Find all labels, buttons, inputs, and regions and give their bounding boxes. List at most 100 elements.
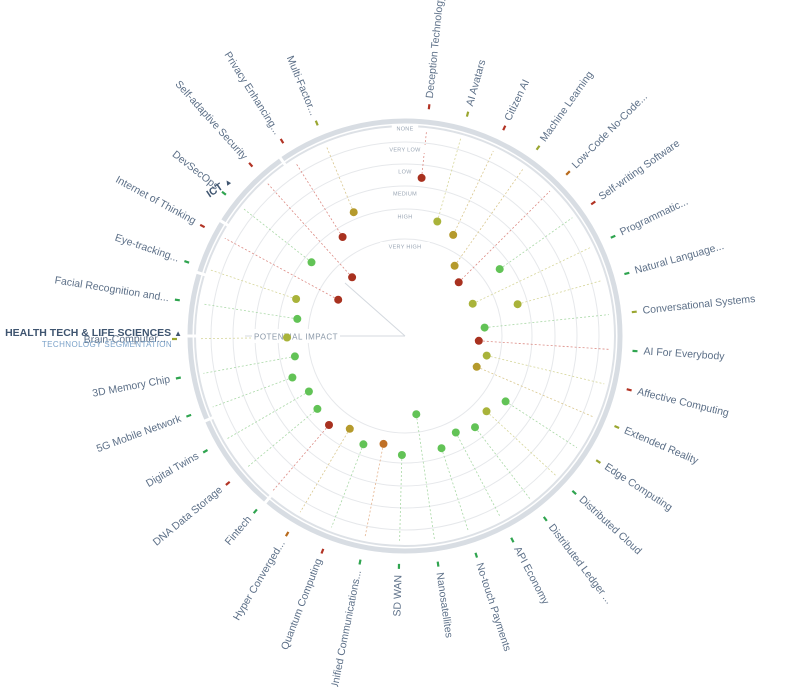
label-edge-computing[interactable]: Edge Computing <box>602 461 674 514</box>
dot-fintech[interactable] <box>325 421 333 429</box>
label-internet-of-thinking[interactable]: Internet of Thinking <box>113 174 198 227</box>
dot-distributed-cloud[interactable] <box>482 407 491 416</box>
spoke-citizen-ai <box>452 150 494 236</box>
label-conversational-systems[interactable]: Conversational Systems <box>642 293 756 317</box>
dot-brain-computer[interactable] <box>283 333 291 342</box>
label-natural-language[interactable]: Natural Language... <box>633 240 725 277</box>
label-5g-mobile-network[interactable]: 5G Mobile Network <box>95 413 184 455</box>
dot-hyper-converged[interactable] <box>345 424 354 433</box>
dot-distributed-ledger[interactable] <box>471 423 479 432</box>
label-machine-learning[interactable]: Machine Learning <box>538 69 596 144</box>
label-3d-memory-chip[interactable]: 3D Memory Chip <box>91 373 171 399</box>
dot-self-adaptive-security[interactable] <box>348 273 357 282</box>
label-programmatic[interactable]: Programmatic... <box>618 196 690 239</box>
label-affective-computing[interactable]: Affective Computing <box>636 386 730 420</box>
dot-internet-of-thinking[interactable] <box>334 295 343 304</box>
dot-no-touch-payments[interactable] <box>437 444 446 453</box>
dot-multi-factor[interactable] <box>349 208 358 217</box>
tick-5g-mobile-network <box>186 413 192 418</box>
label-ai-avatars[interactable]: AI Avatars <box>464 58 488 107</box>
label-sd-wan[interactable]: SD WAN <box>391 575 404 617</box>
dot-5g-mobile-network[interactable] <box>288 373 297 382</box>
segment-health-tech-title[interactable]: HEALTH TECH & LIFE SCIENCES ▲ <box>5 327 182 339</box>
tick-nanosatellites <box>436 561 440 567</box>
tick-affective-computing <box>626 388 632 392</box>
label-distributed-ledger[interactable]: Distributed Ledger ... <box>546 522 615 607</box>
label-hyper-converged[interactable]: Hyper Converged... <box>231 538 288 622</box>
spoke-conversational-systems <box>484 314 609 328</box>
spoke-eye-tracking <box>210 269 297 300</box>
label-distributed-cloud[interactable]: Distributed Cloud <box>577 494 644 558</box>
label-eye-tracking[interactable]: Eye-tracking... <box>113 232 180 265</box>
dot-facial-recognition-and[interactable] <box>293 314 302 323</box>
label-facial-recognition-and[interactable]: Facial Recognition and... <box>54 274 170 304</box>
dot-quantum-computing[interactable] <box>359 440 368 449</box>
segment-gap <box>202 415 216 423</box>
potential-impact-pointer: POTENTIAL IMPACT <box>245 282 406 343</box>
segment-subtitle: TECHNOLOGY SEGMENTATION <box>42 340 172 349</box>
label-citizen-ai[interactable]: Citizen AI <box>502 78 532 123</box>
label-extended-reality[interactable]: Extended Reality <box>622 425 700 468</box>
dot-programmatic[interactable] <box>468 299 477 308</box>
dot-privacy-enhancing[interactable] <box>338 233 347 241</box>
spoke-facial-recognition-and <box>202 303 298 320</box>
dot-nanosatellites[interactable] <box>412 410 421 419</box>
dot-natural-language[interactable] <box>513 300 522 309</box>
dot-ai-avatars[interactable] <box>433 217 442 226</box>
tick-no-touch-payments <box>474 552 479 558</box>
dot-eye-tracking[interactable] <box>292 295 301 303</box>
label-ai-for-everybody[interactable]: AI For Everybody <box>643 345 725 362</box>
dot-affective-computing[interactable] <box>482 351 491 360</box>
label-deception-technology[interactable]: Deception Technology <box>424 0 447 99</box>
segment-health-tech[interactable]: HEALTH TECH & LIFE SCIENCES ▲ TECHNOLOGY… <box>5 327 182 349</box>
impact-ring-labels: NONE VERY LOW LOW MEDIUM HIGH VERY HIGH <box>380 124 430 251</box>
dot-sd-wan[interactable] <box>397 451 406 459</box>
label-no-touch-payments[interactable]: No-touch Payments <box>473 561 513 652</box>
impact-ring-very-low <box>210 141 600 531</box>
label-digital-twins[interactable]: Digital Twins <box>144 450 201 490</box>
dot-citizen-ai[interactable] <box>449 230 458 239</box>
dot-self-writing-software[interactable] <box>495 265 504 274</box>
dot-dna-data-storage[interactable] <box>313 404 322 413</box>
spoke-fintech <box>271 424 330 493</box>
tick-low-code-no-code <box>565 170 571 176</box>
label-api-economy[interactable]: API Economy <box>511 545 552 608</box>
ring-label-high: HIGH <box>398 215 413 221</box>
tick-deception-technology <box>427 104 431 110</box>
spoke-hyper-converged <box>299 428 351 513</box>
label-quantum-computing[interactable]: Quantum Computing <box>279 557 325 652</box>
technology-dots <box>283 173 522 459</box>
technology-spokes <box>199 132 610 541</box>
ring-label-very-high: VERY HIGH <box>389 245 422 251</box>
dot-deception-technology[interactable] <box>417 173 426 182</box>
dot-edge-computing[interactable] <box>501 397 510 406</box>
dot-api-economy[interactable] <box>451 428 460 437</box>
dot-ai-for-everybody[interactable] <box>474 336 483 345</box>
label-self-writing-software[interactable]: Self-writing Software <box>597 137 683 202</box>
spoke-ai-avatars <box>436 138 461 222</box>
dot-digital-twins[interactable] <box>304 387 313 396</box>
dot-3d-memory-chip[interactable] <box>290 352 299 361</box>
dot-unified-communications[interactable] <box>379 439 388 448</box>
tick-distributed-ledger <box>542 516 548 522</box>
label-multi-factor[interactable]: Multi-Factor... <box>284 54 319 117</box>
label-brain-computer[interactable]: Brain-Computer... <box>84 333 166 346</box>
label-unified-communications[interactable]: Unified Communications... <box>328 569 364 687</box>
dot-extended-reality[interactable] <box>472 362 481 371</box>
label-dna-data-storage[interactable]: DNA Data Storage <box>151 484 225 549</box>
tick-extended-reality <box>614 424 620 430</box>
label-fintech[interactable]: Fintech <box>223 514 255 548</box>
tick-quantum-computing <box>320 548 325 554</box>
ring-label-very-low: VERY LOW <box>389 148 421 154</box>
spoke-internet-of-thinking <box>224 237 339 301</box>
label-self-adaptive-security[interactable]: Self-adaptive Security <box>172 78 250 162</box>
dot-machine-learning[interactable] <box>450 261 459 270</box>
dot-devsecops[interactable] <box>307 258 316 267</box>
dot-conversational-systems[interactable] <box>480 323 489 332</box>
spoke-3d-memory-chip <box>203 356 295 374</box>
label-privacy-enhancing[interactable]: Privacy Enhancing... <box>222 50 283 137</box>
tick-machine-learning <box>535 145 541 151</box>
dot-low-code-no-code[interactable] <box>454 278 463 287</box>
label-low-code-no-code[interactable]: Low-Code No-Code... <box>570 91 650 171</box>
label-nanosatellites[interactable]: Nanosatellites <box>434 572 455 639</box>
